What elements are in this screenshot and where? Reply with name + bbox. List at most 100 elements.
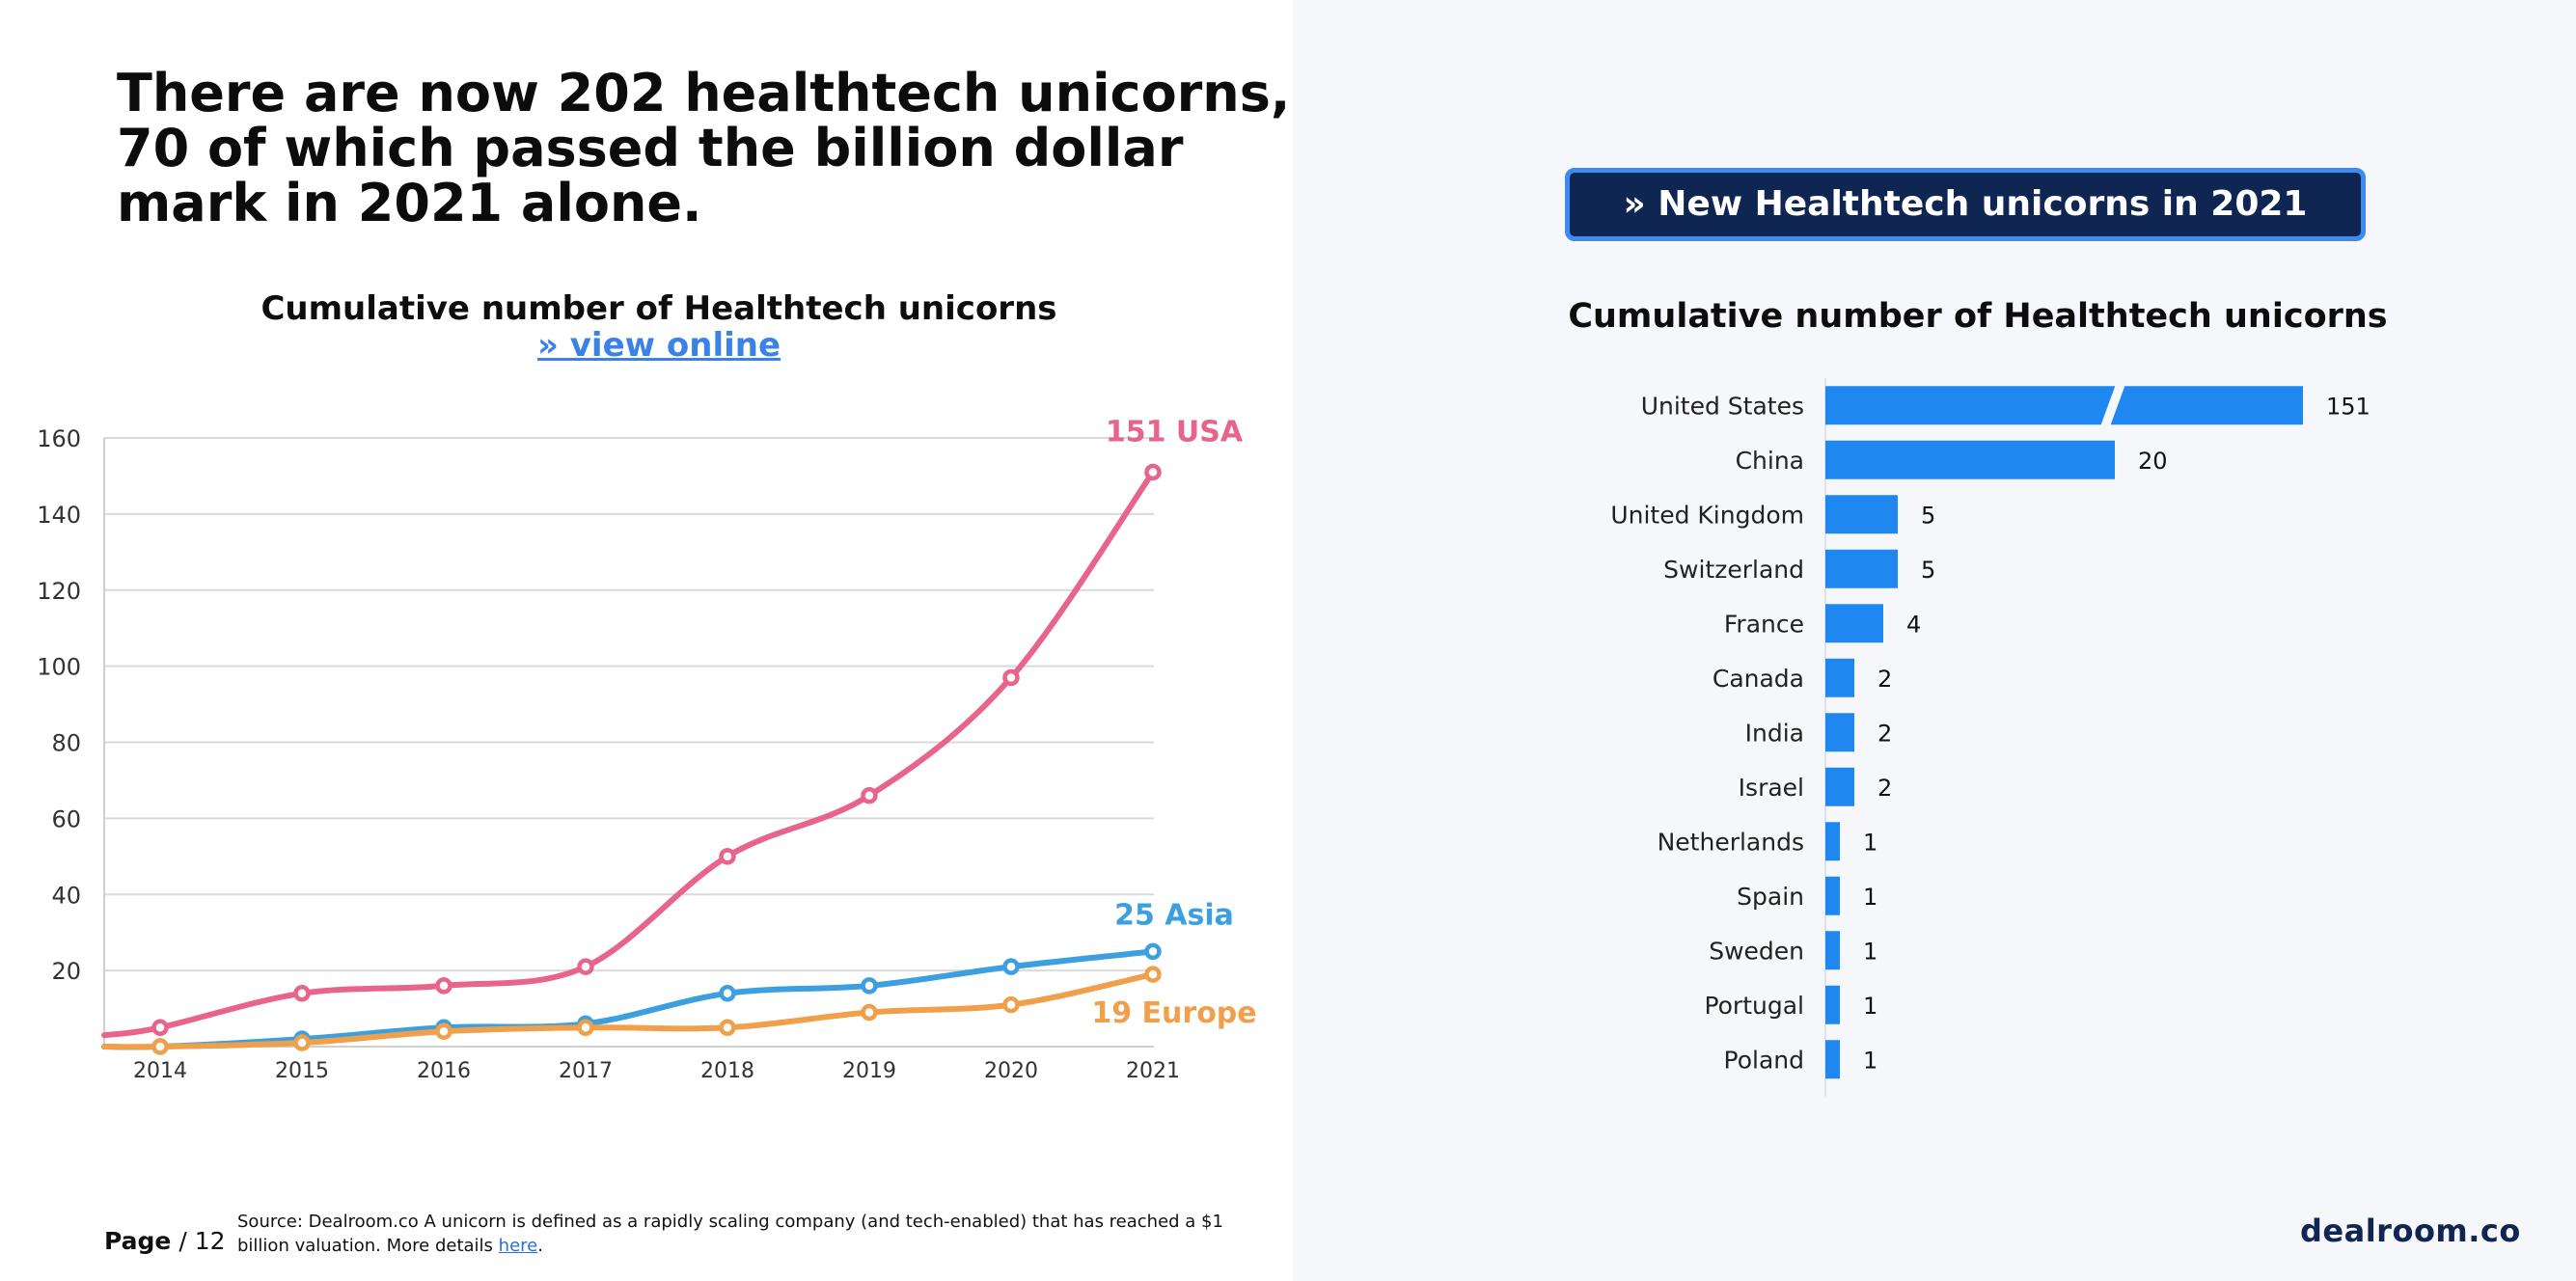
bar-category-label: Poland xyxy=(1724,1046,1804,1074)
x-tick-label: 2018 xyxy=(700,1059,754,1083)
source-note: Source: Dealroom.co A unicorn is defined… xyxy=(237,1210,1250,1258)
x-tick-label: 2016 xyxy=(417,1059,471,1083)
y-tick-label: 100 xyxy=(37,654,81,681)
x-tick-label: 2014 xyxy=(133,1059,187,1083)
y-tick-label: 140 xyxy=(37,502,81,529)
data-point-asia xyxy=(1002,958,1020,975)
page-indicator: Page / 12 xyxy=(104,1227,226,1255)
data-point-europe xyxy=(435,1022,452,1040)
bar-category-label: Netherlands xyxy=(1658,828,1804,856)
data-point-asia xyxy=(1144,942,1162,961)
bar-category-label: China xyxy=(1736,447,1804,475)
y-tick-label: 120 xyxy=(37,578,81,605)
data-point-asia xyxy=(719,985,736,1002)
bar-category-label: Switzerland xyxy=(1663,556,1804,584)
bar xyxy=(1825,549,1898,588)
bar-value-label: 2 xyxy=(1877,720,1892,747)
data-point-usa xyxy=(1144,463,1162,481)
y-tick-label: 40 xyxy=(51,882,81,909)
bar xyxy=(1825,985,1840,1024)
x-tick-label: 2020 xyxy=(984,1059,1038,1083)
headline-line-1: There are now 202 healthtech unicorns, xyxy=(117,63,1291,123)
headline-line-3: mark in 2021 alone. xyxy=(117,173,702,233)
y-tick-label: 20 xyxy=(51,958,81,985)
bar-category-label: United Kingdom xyxy=(1610,501,1804,529)
new-unicorns-2021-button[interactable]: » New Healthtech unicorns in 2021 xyxy=(1565,168,2366,241)
bar-value-label: 1 xyxy=(1863,993,1877,1020)
page-label: Page xyxy=(104,1227,172,1255)
y-tick-label: 80 xyxy=(51,730,81,757)
data-point-asia xyxy=(861,977,878,995)
bar xyxy=(1825,767,1854,806)
bar-value-label: 1 xyxy=(1863,938,1877,965)
bar-category-label: Israel xyxy=(1739,774,1804,802)
headline-line-2: 70 of which passed the billion dollar xyxy=(117,118,1184,178)
line-chart-title: Cumulative number of Healthtech unicorns xyxy=(260,289,1057,328)
bar-value-label: 4 xyxy=(1906,611,1921,638)
x-tick-label: 2021 xyxy=(1126,1059,1180,1083)
data-point-usa xyxy=(861,786,878,804)
bar xyxy=(1825,604,1883,643)
bar xyxy=(1825,713,1854,752)
data-point-usa xyxy=(719,848,736,865)
bar-category-label: Spain xyxy=(1737,883,1804,911)
bar xyxy=(1825,386,2303,425)
bar-category-label: India xyxy=(1745,719,1804,747)
bar-value-label: 20 xyxy=(2138,448,2168,475)
bar-chart-title: Cumulative number of Healthtech unicorns xyxy=(1568,297,2388,336)
bar-value-label: 2 xyxy=(1877,666,1892,693)
bar-value-label: 5 xyxy=(1921,557,1935,584)
data-point-usa xyxy=(151,1019,169,1037)
source-text: Dealroom.co A unicorn is defined as a ra… xyxy=(237,1212,1223,1256)
data-point-europe xyxy=(1002,995,1020,1014)
x-tick-label: 2015 xyxy=(275,1059,329,1083)
data-point-europe xyxy=(293,1034,311,1051)
data-point-europe xyxy=(151,1038,169,1055)
data-point-europe xyxy=(577,1019,594,1037)
series-label-asia: 25 Asia xyxy=(1114,898,1234,932)
line-chart: 20 40 60 80 100 120 140 160 2014 2015 2016 2017 2018… xyxy=(37,415,1256,1083)
view-online-link[interactable]: » view online xyxy=(536,326,781,365)
bar xyxy=(1825,876,1840,915)
bar-category-label: France xyxy=(1724,610,1804,638)
bar xyxy=(1825,822,1840,861)
data-point-europe xyxy=(861,1003,878,1022)
data-point-usa xyxy=(577,958,594,975)
page-total: / 12 xyxy=(178,1227,226,1255)
bar xyxy=(1825,495,1898,534)
bar-category-label: Portugal xyxy=(1704,992,1804,1020)
data-point-usa xyxy=(1002,668,1020,687)
data-point-usa xyxy=(293,985,311,1002)
series-line-europe xyxy=(101,971,1156,1050)
bar xyxy=(1825,931,1840,970)
bar xyxy=(1825,440,2115,479)
series-label-europe: 19 Europe xyxy=(1091,996,1256,1030)
dealroom-logo: dealroom.co xyxy=(2300,1213,2521,1249)
series-label-usa: 151 USA xyxy=(1106,415,1244,449)
bar-value-label: 2 xyxy=(1877,775,1892,802)
bar-value-label: 1 xyxy=(1863,884,1877,911)
data-point-usa xyxy=(435,977,452,995)
x-tick-label: 2017 xyxy=(559,1059,613,1083)
bar-category-label: Sweden xyxy=(1709,937,1804,965)
source-prefix: Source: xyxy=(237,1212,303,1232)
bar-category-label: United States xyxy=(1641,392,1804,420)
bar-category-label: Canada xyxy=(1713,665,1804,693)
data-point-europe xyxy=(719,1019,736,1037)
axis-break-mark xyxy=(2100,384,2125,427)
data-point-europe xyxy=(1144,966,1162,983)
bar-value-label: 1 xyxy=(1863,829,1877,856)
bar-value-label: 151 xyxy=(2326,393,2370,420)
bar-value-label: 5 xyxy=(1921,502,1935,529)
source-end: . xyxy=(537,1236,543,1256)
y-tick-label: 60 xyxy=(51,805,81,832)
x-tick-label: 2019 xyxy=(842,1059,896,1083)
bar-value-label: 1 xyxy=(1863,1047,1877,1074)
source-details-link[interactable]: here xyxy=(498,1236,538,1256)
bar xyxy=(1825,1040,1840,1079)
headline: There are now 202 healthtech unicorns, 7… xyxy=(117,66,1323,231)
series-line-usa xyxy=(101,469,1156,1039)
bar xyxy=(1825,658,1854,697)
y-tick-label: 160 xyxy=(37,425,81,452)
